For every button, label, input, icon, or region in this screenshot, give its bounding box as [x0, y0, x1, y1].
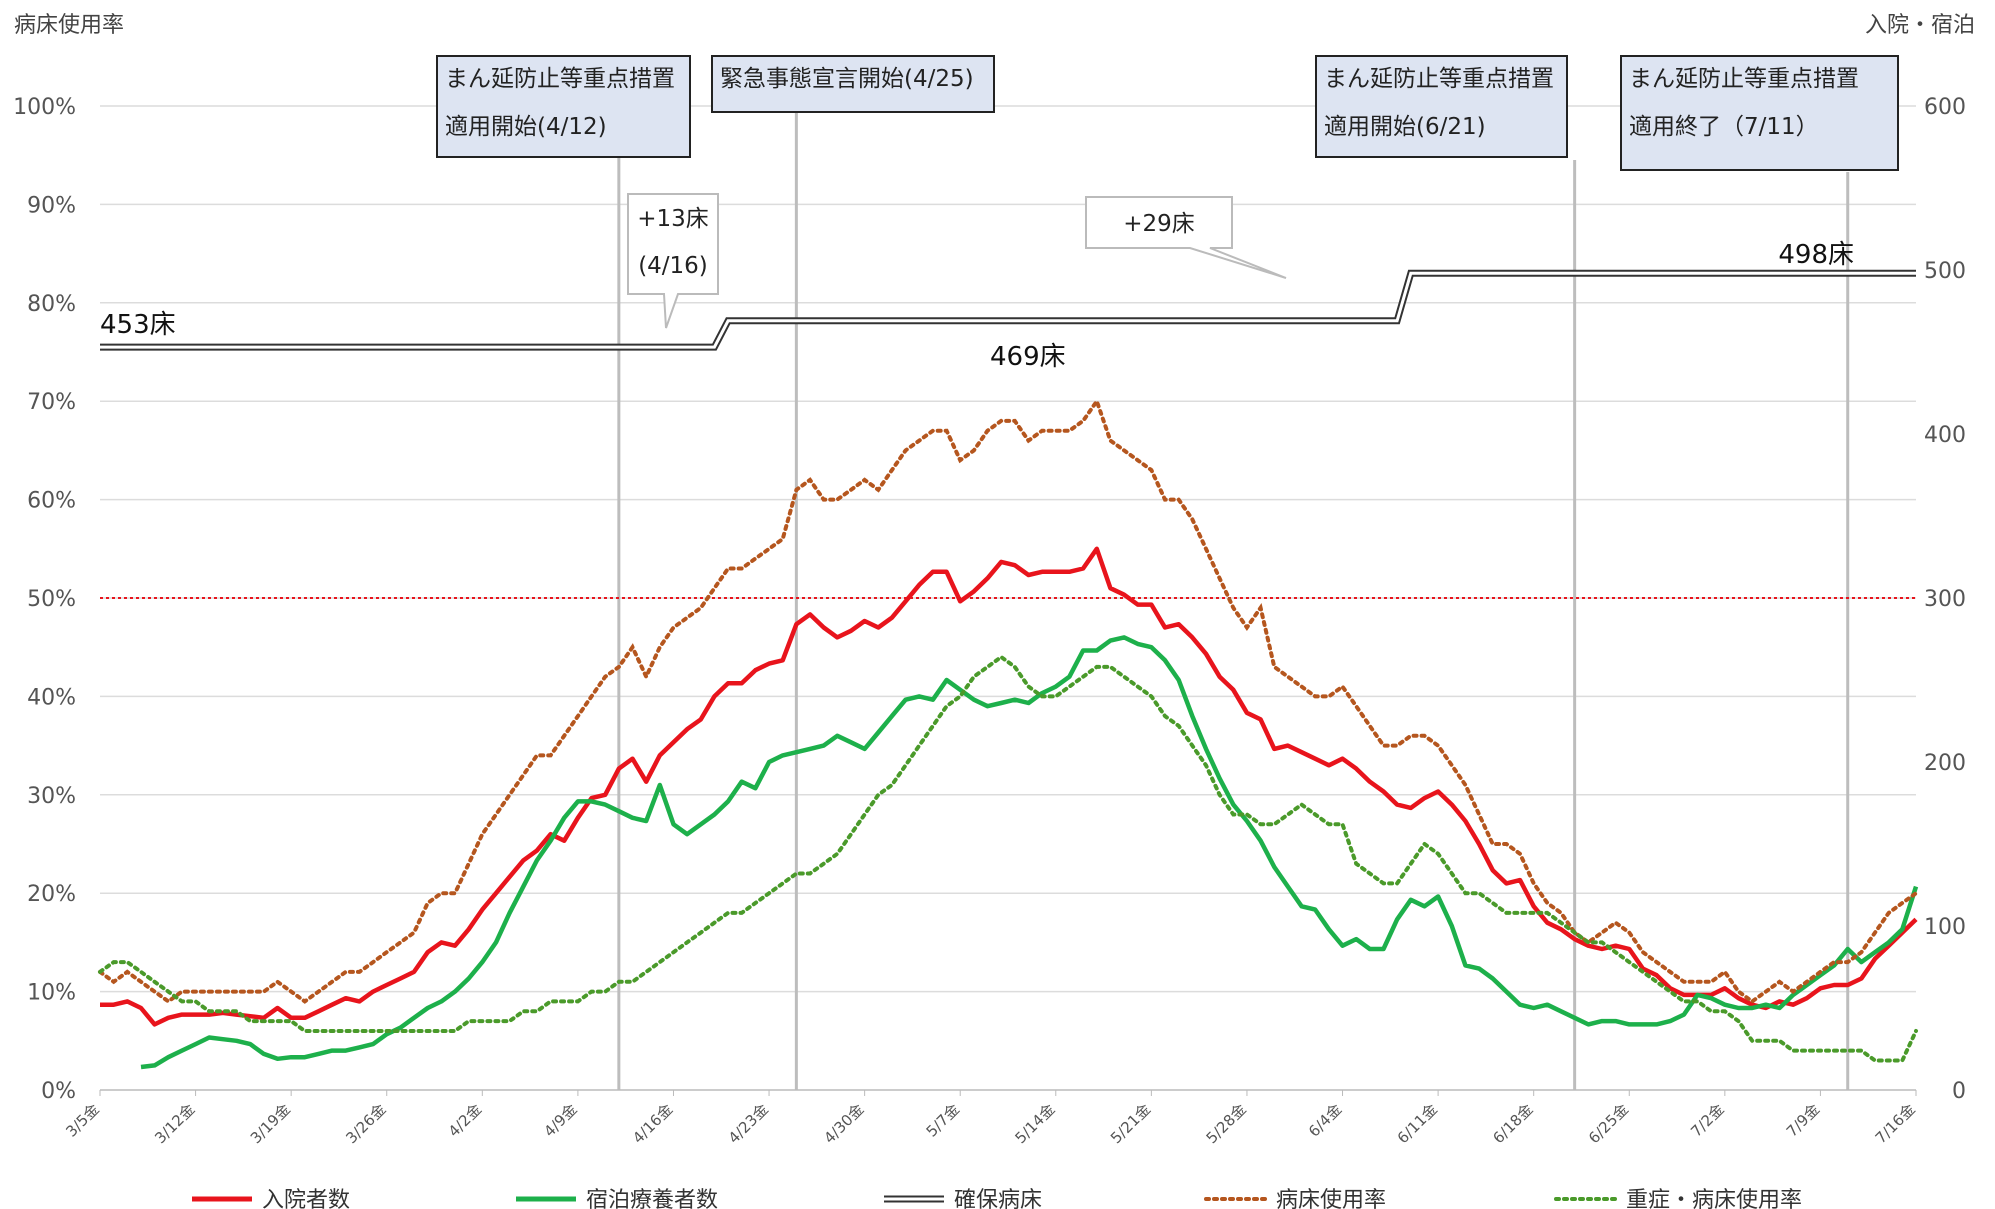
event-lines: [617, 110, 1850, 1090]
x-tick-label: 7/2金: [1687, 1100, 1727, 1140]
right-tick-label: 500: [1924, 259, 1966, 284]
callout-line1: +29床: [1123, 211, 1195, 237]
left-tick-label: 20%: [27, 882, 76, 907]
right-tick-label: 300: [1924, 587, 1966, 612]
legend-label: 宿泊療養者数: [586, 1188, 718, 1209]
series-lines: [98, 269, 1919, 1070]
annotation-line2: 適用開始(6/21): [1324, 114, 1486, 140]
callout-line1: +13床: [637, 206, 709, 232]
right-tick-label: 400: [1924, 423, 1966, 448]
x-tick-label: 3/19金: [247, 1100, 294, 1147]
left-tick-label: 100%: [13, 95, 76, 120]
right-tick-label: 200: [1924, 751, 1966, 776]
x-tick-label: 7/9金: [1783, 1100, 1823, 1140]
x-tick-label: 4/9金: [540, 1100, 580, 1140]
gridlines: [100, 105, 1916, 993]
capacity-label-2: 498床: [1778, 240, 1854, 270]
x-tick-label: 5/28金: [1203, 1100, 1250, 1147]
x-tick-label: 4/23金: [725, 1100, 772, 1147]
series-2-inner: [100, 271, 1916, 349]
capacity-label-0: 453床: [100, 310, 176, 340]
x-tick-label: 4/30金: [820, 1100, 867, 1147]
left-tick-label: 60%: [27, 489, 76, 514]
series-1-line: [140, 635, 1919, 1070]
legend-label: 確保病床: [954, 1188, 1042, 1209]
x-tick-label: 4/16金: [629, 1100, 676, 1147]
left-tick-label: 10%: [27, 981, 76, 1006]
annotation-line1: まん延防止等重点措置: [1324, 66, 1554, 92]
x-tick-label: 3/12金: [151, 1100, 198, 1147]
x-tick-label: 6/4金: [1305, 1100, 1345, 1140]
series-2-outline: [100, 269, 1916, 351]
x-tick-label: 3/26金: [342, 1100, 389, 1147]
annotation-line2: 適用終了（7/11）: [1629, 114, 1819, 140]
x-tick-label: 3/5金: [62, 1100, 102, 1140]
left-tick-label: 90%: [27, 193, 76, 218]
series-3-line: [98, 396, 1918, 1004]
left-tick-label: 0%: [41, 1079, 76, 1104]
left-axis-label: 病床使用率: [14, 13, 124, 38]
left-tick-label: 40%: [27, 685, 76, 710]
x-tick-label: 5/21金: [1107, 1100, 1154, 1147]
legend: 入院者数 宿泊療養者数 確保病床 病床使用率 重症・病床使用率: [192, 1188, 1802, 1209]
legend-label: 入院者数: [262, 1188, 350, 1209]
left-tick-label: 50%: [27, 587, 76, 612]
annotation-line2: 適用開始(4/12): [445, 114, 607, 140]
annotation-line1: まん延防止等重点措置: [445, 66, 675, 92]
capacity-label-1: 469床: [990, 342, 1066, 372]
legend-label: 病床使用率: [1276, 1188, 1386, 1209]
annotation-line1: まん延防止等重点措置: [1629, 66, 1859, 92]
left-tick-label: 70%: [27, 390, 76, 415]
series-4-line: [98, 654, 1918, 1063]
x-tick-label: 6/11金: [1394, 1100, 1441, 1147]
annotation-box-0: [436, 55, 691, 158]
x-tick-label: 5/7金: [923, 1100, 963, 1140]
x-tick-label: 7/16金: [1872, 1100, 1919, 1147]
right-tick-label: 600: [1924, 95, 1966, 120]
left-tick-label: 80%: [27, 292, 76, 317]
legend-label: 重症・病床使用率: [1626, 1188, 1802, 1209]
x-tick-label: 5/14金: [1011, 1100, 1058, 1147]
x-tick-label: 6/18金: [1489, 1100, 1536, 1147]
right-axis-label: 入院・宿泊: [1865, 13, 1975, 38]
callout-box-13: [627, 193, 719, 329]
x-tick-label: 4/2金: [445, 1100, 485, 1140]
callout-box-29: [1085, 196, 1287, 279]
annotation-box-2: [1315, 55, 1568, 158]
annotation-box-3: [1620, 55, 1899, 171]
annotation-line1: 緊急事態宣言開始(4/25): [720, 66, 974, 92]
right-tick-label: 100: [1924, 915, 1966, 940]
annotation-box-1: [711, 55, 995, 113]
right-tick-label: 0: [1952, 1079, 1966, 1104]
series-0-line: [100, 546, 1918, 1027]
x-tick-label: 6/25金: [1585, 1100, 1632, 1147]
left-tick-label: 30%: [27, 784, 76, 809]
callout-line2: (4/16): [638, 253, 708, 279]
